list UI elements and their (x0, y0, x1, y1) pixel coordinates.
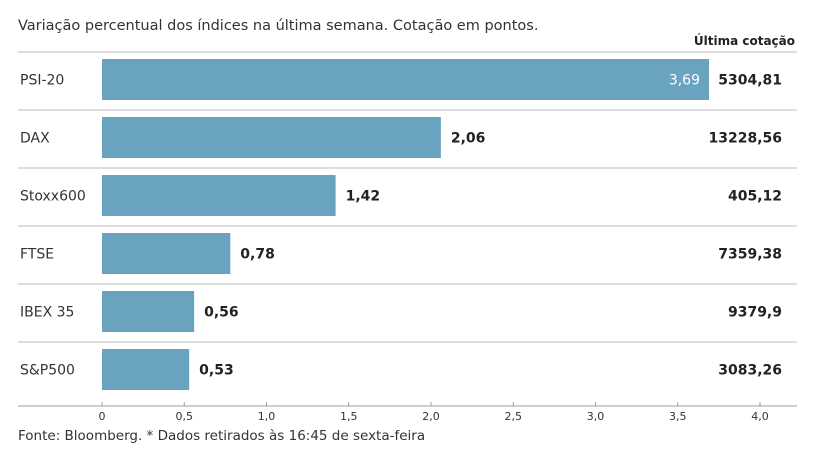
value-label: 0,78 (240, 247, 275, 263)
value-label: 1,42 (346, 189, 381, 205)
x-tick-label: 1,5 (340, 410, 358, 423)
x-tick-label: 3,5 (669, 410, 687, 423)
x-tick-label: 3,0 (587, 410, 605, 423)
last-quote-value: 7359,38 (718, 247, 782, 263)
x-tick-label: 2,0 (422, 410, 440, 423)
last-quote-value: 5304,81 (718, 73, 782, 89)
bar (102, 175, 336, 216)
x-tick-label: 1,0 (258, 410, 276, 423)
category-label: PSI-20 (20, 73, 64, 89)
bar (102, 349, 190, 390)
bar (102, 291, 195, 332)
category-label: Stoxx600 (20, 189, 86, 205)
bar (102, 59, 710, 100)
category-label: S&P500 (20, 363, 75, 379)
x-tick-label: 2,5 (505, 410, 523, 423)
x-tick-label: 0 (99, 410, 106, 423)
x-tick-label: 0,5 (176, 410, 194, 423)
last-quote-value: 9379,9 (728, 305, 782, 321)
last-quote-header: Última cotação (693, 34, 795, 48)
bar (102, 233, 231, 274)
value-label: 2,06 (451, 131, 486, 147)
x-tick-label: 4,0 (751, 410, 769, 423)
value-label: 0,53 (199, 363, 234, 379)
last-quote-value: 405,12 (728, 189, 782, 205)
last-quote-value: 13228,56 (708, 131, 782, 147)
category-label: IBEX 35 (20, 305, 74, 321)
value-label: 3,69 (669, 73, 700, 89)
bar (102, 117, 441, 158)
category-label: DAX (20, 131, 50, 147)
value-label: 0,56 (204, 305, 239, 321)
chart-subtitle: Variação percentual dos índices na últim… (18, 18, 539, 34)
source-note: Fonte: Bloomberg. * Dados retirados às 1… (18, 428, 426, 444)
category-label: FTSE (20, 247, 54, 263)
last-quote-value: 3083,26 (718, 363, 782, 379)
